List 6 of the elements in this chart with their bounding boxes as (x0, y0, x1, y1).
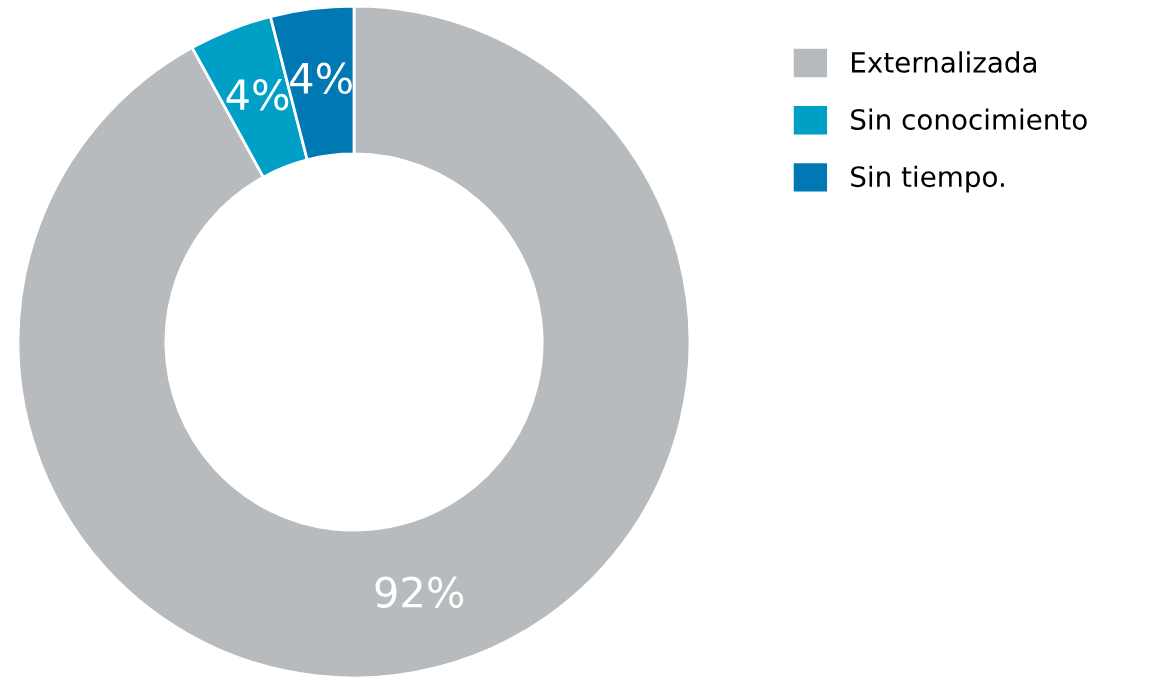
data-label: 4% (290, 62, 352, 95)
legend-label: Sin tiempo. (851, 165, 1004, 193)
legend-label: Externalizada (852, 51, 1036, 73)
data-label: 92% (375, 576, 464, 608)
data-label: 4% (226, 78, 289, 111)
legend-label: Sin conocimiento (851, 108, 1087, 130)
